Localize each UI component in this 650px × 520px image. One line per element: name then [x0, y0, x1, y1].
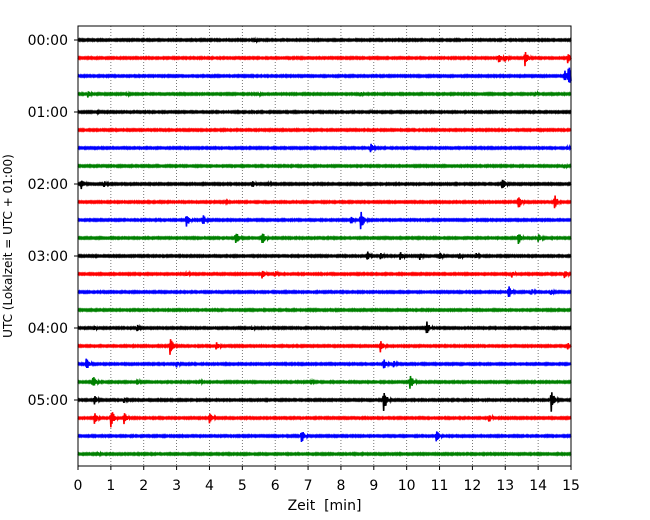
seismic-trace	[77, 286, 572, 298]
x-tick-label: 8	[336, 478, 345, 494]
seismic-trace	[77, 51, 572, 67]
y-tick-label: 01:00	[28, 105, 68, 121]
plot-frame	[77, 25, 572, 467]
x-tick-label: 2	[139, 478, 148, 494]
x-tick-label: 15	[562, 478, 580, 494]
seismic-trace	[77, 269, 572, 279]
grid-lines	[110, 26, 539, 466]
seismic-trace	[77, 321, 572, 334]
x-tick-label: 10	[398, 478, 416, 494]
y-tick-label: 03:00	[28, 249, 68, 265]
seismic-trace	[77, 211, 572, 230]
y-tick-label: 02:00	[28, 177, 68, 193]
y-tick-label: 04:00	[28, 321, 68, 337]
seismic-trace	[77, 195, 572, 209]
x-tick-label: 5	[238, 478, 247, 494]
x-tick-label: 12	[463, 478, 481, 494]
seismic-trace	[77, 127, 572, 133]
x-tick-label: 6	[271, 478, 280, 494]
x-axis-ticks: 0 1 2 3 4 5 6 7 8 9 10 11 12 13 14 15	[74, 466, 580, 494]
x-tick-label: 9	[369, 478, 378, 494]
x-tick-label: 14	[529, 478, 547, 494]
x-tick-label: 1	[106, 478, 115, 494]
x-tick-label: 0	[74, 478, 83, 494]
seismic-trace	[77, 339, 572, 355]
x-tick-label: 11	[431, 478, 449, 494]
seismic-trace	[77, 179, 572, 190]
x-tick-label: 7	[304, 478, 313, 494]
seismic-trace	[77, 143, 572, 153]
y-tick-label: 00:00	[28, 33, 68, 49]
seismic-trace	[77, 450, 572, 458]
y-axis-ticks: 00:00 01:00 02:00 03:00 04:00 05:00	[28, 33, 78, 409]
seismic-trace	[77, 67, 572, 83]
seismic-trace	[77, 375, 572, 389]
seismic-trace	[77, 431, 572, 442]
x-tick-label: 3	[172, 478, 181, 494]
x-tick-label: 13	[496, 478, 514, 494]
seismic-trace	[77, 108, 572, 116]
seismic-trace	[77, 233, 572, 244]
y-axis-label: UTC (Lokalzeit = UTC + 01:00)	[1, 154, 15, 338]
y-tick-label: 05:00	[28, 393, 68, 409]
seismic-trace	[77, 251, 572, 261]
seismic-trace	[77, 307, 572, 313]
seismic-trace	[77, 358, 572, 369]
seismic-trace	[77, 392, 572, 412]
seismic-trace	[77, 89, 572, 99]
x-tick-label: 4	[205, 478, 214, 494]
seismic-trace	[77, 412, 572, 428]
seismic-trace	[77, 36, 572, 45]
x-axis-label: Zeit [min]	[288, 498, 362, 514]
trace-layer	[77, 36, 572, 458]
seismic-trace	[77, 163, 572, 170]
